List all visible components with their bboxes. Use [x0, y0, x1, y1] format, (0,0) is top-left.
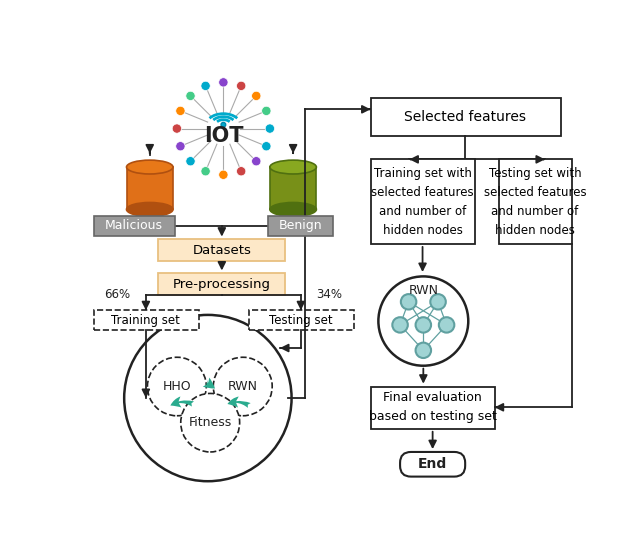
Ellipse shape	[270, 160, 316, 174]
Polygon shape	[127, 167, 173, 209]
Text: HHO: HHO	[163, 380, 191, 393]
FancyBboxPatch shape	[249, 310, 353, 330]
FancyBboxPatch shape	[371, 160, 476, 244]
Circle shape	[262, 106, 271, 116]
Circle shape	[392, 317, 408, 333]
Polygon shape	[270, 167, 316, 209]
Circle shape	[172, 124, 182, 133]
Circle shape	[262, 142, 271, 151]
Text: Selected features: Selected features	[404, 110, 526, 124]
Circle shape	[219, 170, 228, 179]
Ellipse shape	[127, 203, 173, 217]
Text: Datasets: Datasets	[193, 244, 252, 257]
Text: 34%: 34%	[317, 288, 342, 301]
Circle shape	[186, 92, 195, 100]
Text: End: End	[418, 457, 447, 472]
Circle shape	[219, 78, 228, 87]
Ellipse shape	[270, 203, 316, 217]
Circle shape	[221, 122, 226, 127]
FancyBboxPatch shape	[94, 215, 175, 235]
Text: Final evaluation
based on testing set: Final evaluation based on testing set	[369, 391, 497, 424]
Text: RWN: RWN	[408, 284, 438, 297]
Circle shape	[124, 315, 292, 481]
FancyBboxPatch shape	[499, 160, 572, 244]
Circle shape	[415, 343, 431, 358]
Text: RWN: RWN	[228, 380, 258, 393]
FancyBboxPatch shape	[400, 452, 465, 477]
Circle shape	[201, 81, 210, 90]
Circle shape	[265, 124, 275, 133]
FancyBboxPatch shape	[157, 239, 285, 261]
Circle shape	[252, 157, 261, 166]
Circle shape	[401, 294, 417, 310]
Text: Fitness: Fitness	[189, 416, 232, 429]
Circle shape	[378, 276, 468, 365]
Circle shape	[147, 357, 206, 416]
Circle shape	[201, 167, 210, 176]
Circle shape	[213, 357, 272, 416]
Text: Training set with
selected features
and number of
hidden nodes: Training set with selected features and …	[371, 167, 474, 237]
FancyBboxPatch shape	[268, 215, 333, 235]
Circle shape	[186, 157, 195, 166]
Circle shape	[430, 294, 446, 310]
FancyBboxPatch shape	[94, 310, 198, 330]
Text: Pre-processing: Pre-processing	[173, 277, 271, 291]
Text: IOT: IOT	[204, 126, 243, 146]
FancyBboxPatch shape	[371, 387, 495, 429]
Circle shape	[180, 393, 239, 452]
Circle shape	[176, 142, 185, 151]
Circle shape	[237, 167, 246, 176]
Text: Testing set with
selected features
and number of
hidden nodes: Testing set with selected features and n…	[484, 167, 586, 237]
Circle shape	[439, 317, 454, 333]
FancyBboxPatch shape	[157, 273, 285, 295]
FancyBboxPatch shape	[371, 98, 561, 136]
Ellipse shape	[127, 160, 173, 174]
Text: Training set: Training set	[111, 314, 180, 327]
Circle shape	[252, 92, 261, 100]
Text: Malicious: Malicious	[105, 219, 163, 232]
Text: Testing set: Testing set	[269, 314, 333, 327]
Circle shape	[415, 317, 431, 333]
Circle shape	[176, 106, 185, 116]
Text: 66%: 66%	[104, 288, 131, 301]
Text: Benign: Benign	[278, 219, 322, 232]
Circle shape	[237, 81, 246, 90]
